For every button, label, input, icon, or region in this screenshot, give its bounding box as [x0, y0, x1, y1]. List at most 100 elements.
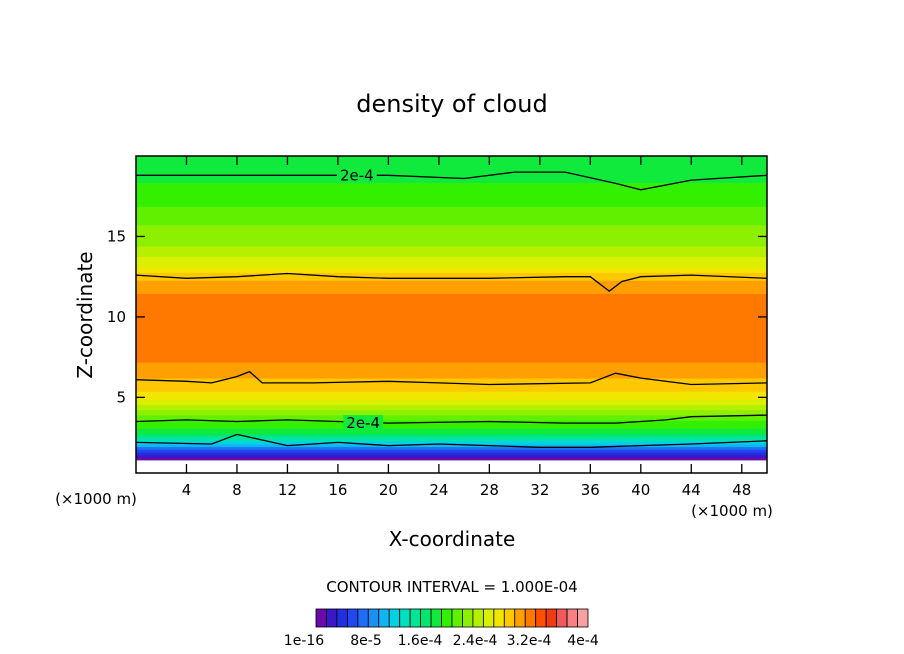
chart-title: density of cloud: [356, 90, 547, 118]
field-band: [136, 451, 767, 456]
x-tick-label: 24: [429, 481, 448, 499]
field-band: [136, 208, 767, 213]
field-band: [136, 377, 767, 382]
field-band: [136, 332, 767, 337]
y-tick-label: 10: [107, 308, 126, 326]
x-axis-ticks: 4 8 12 16 20 24 28 32 36 40 44 48: [182, 156, 751, 499]
field-band: [136, 417, 767, 421]
colorbar-swatch: [514, 608, 526, 628]
field-band: [136, 436, 767, 440]
field-band: [136, 441, 767, 445]
x-unit-right-label: (×1000 m): [691, 502, 773, 520]
field-band: [136, 298, 767, 302]
field-band: [136, 261, 767, 265]
contour-label: 2e-4: [340, 166, 374, 184]
field-band: [136, 372, 767, 376]
field-band: [136, 277, 767, 281]
field-band: [136, 465, 767, 469]
field-band: [136, 187, 767, 191]
field-band: [136, 174, 767, 178]
contour-line: [135, 414, 768, 424]
x-tick-label: 20: [379, 481, 398, 499]
field-band: [136, 288, 767, 292]
colorbar-labels: 1e-16 8e-5 1.6e-4 2.4e-4 3.2e-4 4e-4: [284, 633, 599, 649]
field-band: [136, 380, 767, 384]
colorbar-swatch: [420, 608, 432, 628]
field-band: [136, 343, 767, 347]
field-band: [136, 293, 767, 297]
colorbar-swatch: [409, 608, 422, 628]
field-band: [136, 311, 767, 316]
field-band: [136, 325, 767, 329]
field-band: [136, 375, 767, 379]
x-tick-label: 40: [631, 481, 650, 499]
contour-label-bg: [343, 415, 384, 432]
colorbar-swatch: [545, 608, 558, 628]
field-band: [136, 449, 767, 453]
field-band: [136, 438, 767, 442]
field-band: [136, 296, 767, 300]
field-band: [136, 335, 767, 339]
field-band: [136, 322, 767, 326]
field-band: [136, 251, 767, 255]
colorbar-swatch: [493, 608, 505, 628]
field-band: [136, 404, 767, 408]
field-band: [136, 340, 767, 345]
field-band: [136, 266, 767, 271]
field-band: [136, 272, 767, 276]
field-band: [136, 245, 767, 250]
contour-labels: 2e-4 2e-4: [336, 166, 384, 432]
x-unit-left-label: (×1000 m): [55, 490, 137, 508]
colorbar-swatch: [315, 608, 327, 628]
field-band: [136, 393, 767, 397]
field-band: [136, 319, 767, 324]
field-band: [136, 346, 767, 350]
contour-label-bg: [336, 167, 377, 184]
field-band: [136, 301, 767, 305]
colorbar-swatch: [326, 608, 338, 628]
field-band: [136, 330, 767, 334]
field-band: [136, 224, 767, 228]
field-band: [136, 409, 767, 413]
field-band: [136, 156, 767, 160]
field-band: [136, 412, 767, 416]
field-band: [136, 317, 767, 321]
field-band: [136, 354, 767, 358]
field-band: [136, 433, 767, 437]
field-band: [136, 462, 767, 466]
colorbar-swatch: [441, 608, 453, 628]
colorbar-swatch: [482, 608, 495, 628]
x-tick-label: 16: [328, 481, 347, 499]
field-band: [136, 362, 767, 366]
field-band: [136, 192, 767, 197]
colorbar-swatch: [556, 608, 568, 628]
contour-interval-text: CONTOUR INTERVAL = 1.000E-04: [326, 578, 577, 596]
field-band: [136, 401, 767, 405]
field-band: [136, 248, 767, 252]
colorbar-tick-label: 2.4e-4: [453, 633, 498, 649]
field-band: [136, 282, 767, 287]
field-band: [136, 179, 767, 184]
x-tick-label: 4: [182, 481, 192, 499]
field-band: [136, 256, 767, 260]
field-band: [136, 158, 767, 162]
field-band: [136, 171, 767, 176]
colorbar-swatch: [336, 608, 348, 628]
colorbar-swatch: [346, 608, 359, 628]
field-band: [136, 467, 767, 471]
field-band: [136, 216, 767, 220]
x-tick-label: 36: [581, 481, 600, 499]
field-band: [136, 314, 767, 318]
colorbar-tick-label: 1e-16: [284, 633, 324, 649]
field-band: [136, 166, 767, 170]
colorbar-tick-label: 4e-4: [567, 633, 599, 649]
contour-label: 2e-4: [346, 414, 380, 432]
colorbar-swatch: [566, 608, 578, 628]
y-tick-label: 15: [107, 227, 126, 245]
field-band: [136, 195, 767, 199]
contour-line: [135, 272, 768, 293]
colorbar-swatch: [577, 608, 589, 628]
contour-line: [136, 171, 768, 191]
y-axis-ticks: 5 10 15: [107, 227, 767, 406]
